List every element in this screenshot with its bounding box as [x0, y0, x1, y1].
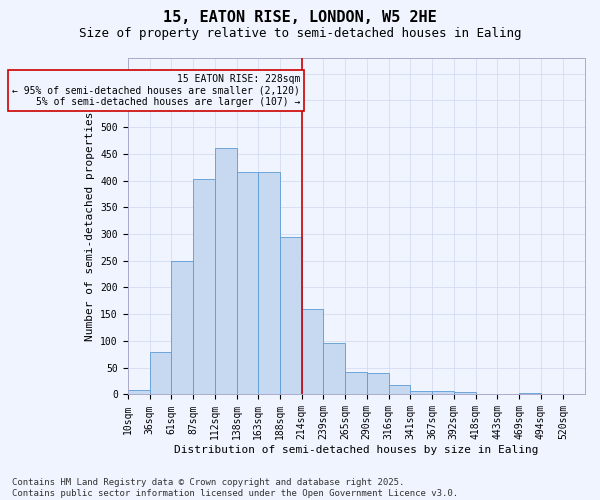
- Bar: [345, 372, 367, 394]
- Bar: [454, 392, 476, 394]
- Text: Contains HM Land Registry data © Crown copyright and database right 2025.
Contai: Contains HM Land Registry data © Crown c…: [12, 478, 458, 498]
- Text: 15 EATON RISE: 228sqm
← 95% of semi-detached houses are smaller (2,120)
5% of se: 15 EATON RISE: 228sqm ← 95% of semi-deta…: [12, 74, 300, 106]
- Bar: [150, 352, 171, 395]
- Bar: [432, 392, 454, 394]
- Bar: [258, 172, 280, 394]
- Bar: [171, 261, 193, 394]
- Bar: [128, 390, 150, 394]
- Bar: [389, 385, 410, 394]
- Bar: [410, 392, 432, 394]
- Bar: [237, 172, 258, 394]
- Y-axis label: Number of semi-detached properties: Number of semi-detached properties: [85, 111, 95, 340]
- Bar: [215, 148, 237, 394]
- Bar: [302, 309, 323, 394]
- X-axis label: Distribution of semi-detached houses by size in Ealing: Distribution of semi-detached houses by …: [174, 445, 539, 455]
- Bar: [280, 236, 302, 394]
- Text: Size of property relative to semi-detached houses in Ealing: Size of property relative to semi-detach…: [79, 28, 521, 40]
- Bar: [367, 373, 389, 394]
- Text: 15, EATON RISE, LONDON, W5 2HE: 15, EATON RISE, LONDON, W5 2HE: [163, 10, 437, 25]
- Bar: [193, 179, 215, 394]
- Bar: [519, 393, 541, 394]
- Bar: [323, 342, 345, 394]
